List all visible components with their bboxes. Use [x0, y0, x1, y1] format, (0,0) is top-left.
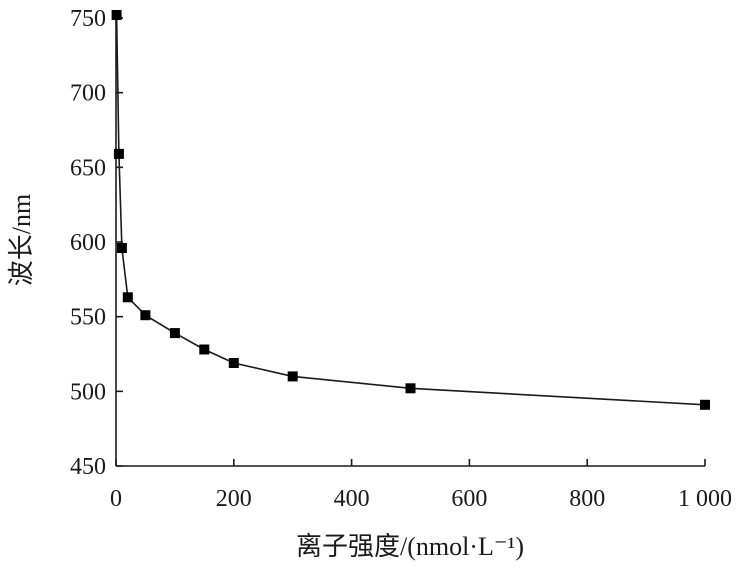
y-tick-label: 650: [70, 155, 106, 181]
data-point: [287, 371, 298, 382]
y-tick-label: 500: [70, 379, 106, 405]
data-point: [140, 310, 151, 321]
y-tick-label: 750: [70, 6, 106, 32]
axes: [115, 18, 705, 467]
x-tick-label: 1 000: [678, 486, 732, 512]
x-tick-label: 0: [110, 486, 122, 512]
x-tick-label: 200: [216, 486, 252, 512]
x-tick-label: 400: [334, 486, 370, 512]
y-tick-label: 700: [70, 81, 106, 107]
x-tick-label: 800: [569, 486, 605, 512]
data-point: [169, 328, 180, 339]
y-axis-title: 波长/nm: [7, 194, 36, 286]
data-point: [116, 243, 127, 253]
y-tick-label: 450: [70, 454, 106, 480]
data-point: [111, 10, 122, 20]
data-point: [122, 292, 133, 303]
y-tick-label: 600: [70, 230, 106, 256]
x-axis-title: 离子强度/(nmol·L⁻¹): [296, 532, 524, 561]
data-point: [113, 148, 124, 159]
data-point: [405, 383, 416, 394]
y-tick-label: 550: [70, 305, 106, 331]
data-point: [199, 344, 210, 355]
y-axis-ticks: 450 500 550 600 650 700 750: [70, 6, 123, 480]
series-group: [111, 10, 710, 410]
data-point: [228, 358, 239, 368]
x-tick-label: 600: [451, 486, 487, 512]
x-axis-ticks: 0 200 400 600 800 1 000: [110, 459, 732, 512]
data-point: [700, 399, 710, 410]
